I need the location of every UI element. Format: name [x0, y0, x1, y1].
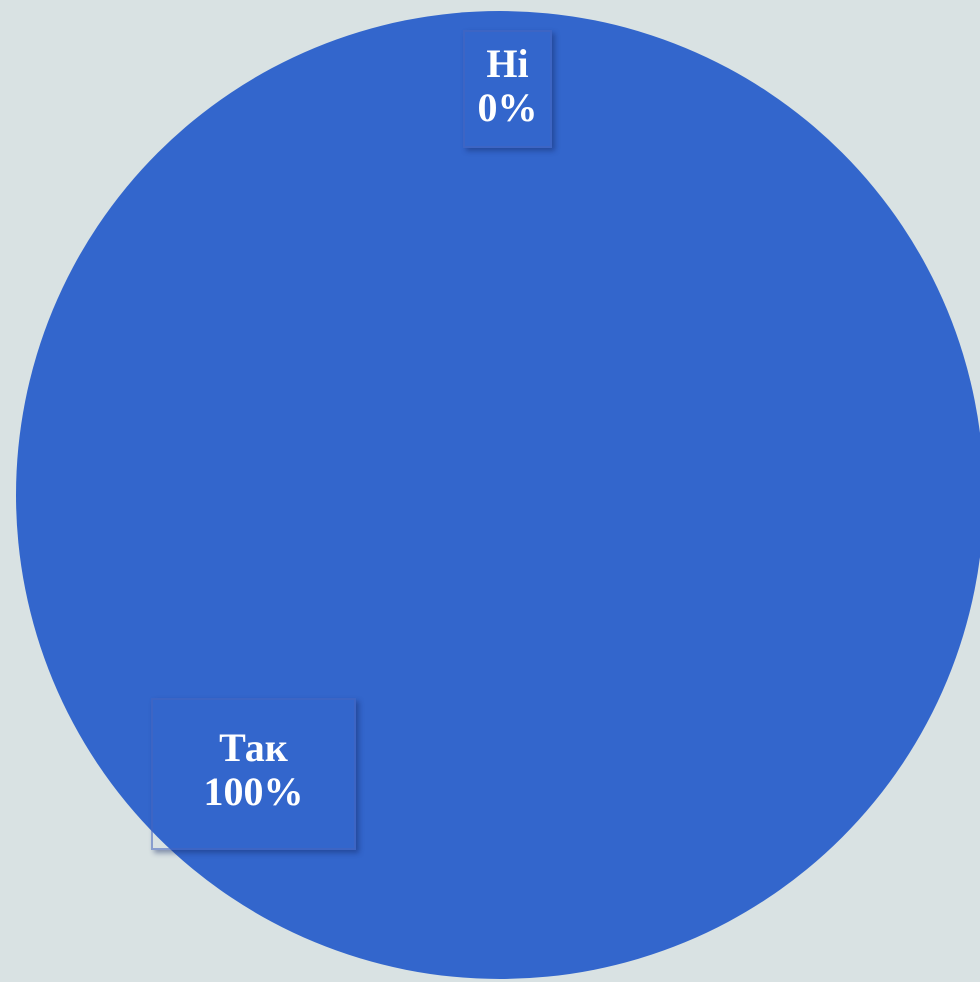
data-label-percent: 0%	[477, 85, 538, 130]
data-label-ni: Ні 0%	[463, 30, 552, 148]
data-label-percent: 100%	[203, 769, 304, 814]
pie-slice-tak	[16, 11, 980, 979]
data-label-tak: Так 100%	[151, 698, 356, 850]
data-label-category: Так	[219, 725, 288, 770]
data-label-category: Ні	[486, 41, 529, 86]
